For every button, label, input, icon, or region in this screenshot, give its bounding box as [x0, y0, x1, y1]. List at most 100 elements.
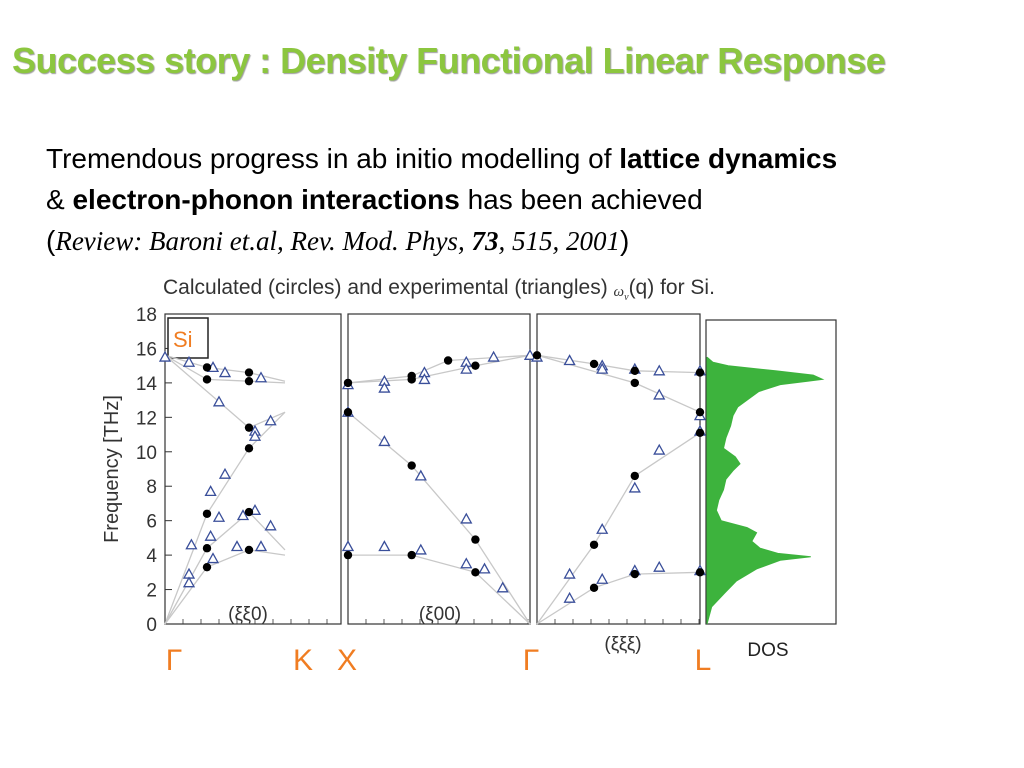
experimental-triangle [653, 443, 666, 455]
dispersion-curve [164, 354, 286, 384]
calculated-circle [695, 428, 705, 438]
dispersion-curve [164, 354, 286, 429]
dispersion-curve [164, 549, 286, 625]
calculated-circle [244, 423, 254, 432]
calculated-circle [343, 407, 353, 417]
dispersion-curve [348, 554, 531, 625]
calculated-circle [202, 363, 212, 372]
lattice-dynamics-bold: lattice dynamics [619, 143, 838, 174]
experimental-triangle [212, 395, 226, 407]
calculated-circle [244, 507, 254, 517]
calculated-circle [343, 378, 353, 388]
electron-phonon-bold: electron-phonon interactions [72, 184, 460, 215]
calculated-circle [202, 562, 212, 572]
dispersion-curve [347, 354, 531, 384]
chart-title-end: (q) for Si. [629, 276, 715, 299]
dispersion-curve [536, 571, 701, 625]
dispersion-curve [536, 354, 701, 374]
dos-label: DOS [747, 640, 788, 661]
calculated-circle [343, 550, 353, 560]
body-line-1: Tremendous progress in ab initio modelli… [46, 138, 1021, 179]
calculated-circle [244, 545, 254, 555]
reference-citation: Review: Baroni et.al, Rev. Mod. Phys, 73… [55, 226, 620, 256]
direction-label: (ξξ0) [228, 604, 268, 625]
experimental-triangle [206, 552, 220, 564]
ampersand: & [46, 184, 73, 215]
y-tick-label: 10 [136, 443, 157, 464]
calculated-circle [407, 375, 416, 384]
experimental-triangle [414, 469, 427, 481]
slide-title: Success story : Density Functional Linea… [12, 40, 886, 81]
calculated-circle [202, 509, 212, 518]
calculated-circle [695, 368, 705, 377]
experimental-triangle [204, 485, 217, 497]
y-tick-label: 14 [136, 374, 158, 395]
y-tick-label: 4 [146, 546, 157, 567]
experimental-triangle [487, 350, 500, 362]
calculated-circle [471, 535, 480, 544]
calculated-circle [244, 368, 254, 377]
calculated-circle [589, 359, 599, 369]
experimental-triangle [596, 522, 609, 534]
calculated-circle [202, 544, 212, 553]
calculated-circle [695, 407, 705, 417]
y-tick-label: 2 [146, 581, 157, 602]
material-label: Si [173, 327, 193, 352]
calculated-circle [407, 461, 416, 470]
calculated-circle [407, 550, 416, 560]
calculated-circle [244, 376, 254, 386]
slide-body-text: Tremendous progress in ab initio modelli… [46, 138, 1021, 262]
experimental-triangle [563, 567, 576, 579]
chart-title: Calculated (circles) and experimental (t… [163, 276, 715, 303]
experimental-triangle [418, 373, 431, 385]
calculated-circle [630, 569, 639, 579]
experimental-triangle [563, 354, 576, 366]
experimental-triangle [158, 350, 172, 362]
experimental-triangle [236, 509, 250, 521]
dispersion-curve [347, 354, 531, 384]
experimental-triangle [478, 562, 491, 574]
experimental-triangle [523, 348, 537, 360]
ref-close-paren: ) [619, 225, 630, 256]
y-tick-label: 8 [146, 477, 157, 498]
ref-open-paren: ( [46, 225, 56, 256]
experimental-triangle [496, 581, 509, 593]
reference-line: (Review: Baroni et.al, Rev. Mod. Phys, 7… [46, 220, 1021, 262]
calculated-circle [589, 540, 599, 549]
body-line-1-text: Tremendous progress in ab initio modelli… [46, 143, 620, 174]
y-axis-label: Frequency [THz] [101, 395, 123, 543]
experimental-triangle [378, 381, 391, 393]
experimental-triangle [460, 512, 473, 524]
experimental-triangle [378, 540, 391, 552]
chart-title-omega: ω [614, 284, 625, 300]
calculated-circle [630, 471, 639, 481]
experimental-triangle [212, 510, 226, 522]
calculated-circle [532, 351, 542, 360]
calculated-circle [589, 583, 599, 593]
experimental-triangle [218, 366, 232, 378]
dispersion-curve [164, 411, 286, 625]
high-symmetry-label: K [293, 644, 313, 677]
dos-curve [706, 356, 825, 625]
experimental-triangle [182, 355, 196, 367]
chart-title-main: Calculated (circles) and experimental (t… [163, 276, 614, 299]
experimental-triangle [204, 529, 217, 541]
experimental-triangle [653, 364, 666, 376]
calculated-circle [695, 568, 705, 577]
experimental-triangle [182, 576, 196, 588]
high-symmetry-label: L [695, 644, 712, 677]
body-line-2-text: has been achieved [459, 184, 703, 215]
experimental-triangle [460, 362, 473, 374]
experimental-triangle [596, 572, 609, 584]
high-symmetry-label: Γ [166, 644, 183, 677]
y-tick-label: 12 [136, 408, 157, 429]
direction-label: (ξξξ) [604, 634, 641, 655]
reference-text: Review: Baroni et.al, Rev. Mod. Phys, [55, 226, 472, 256]
experimental-triangle [264, 519, 277, 531]
reference-pages-year: , 515, 2001 [498, 226, 620, 256]
dos-frame [705, 319, 837, 625]
experimental-triangle [628, 481, 641, 493]
direction-label: (ξ00) [419, 604, 461, 625]
panel-frame-1 [164, 313, 342, 625]
calculated-circle [471, 568, 480, 577]
